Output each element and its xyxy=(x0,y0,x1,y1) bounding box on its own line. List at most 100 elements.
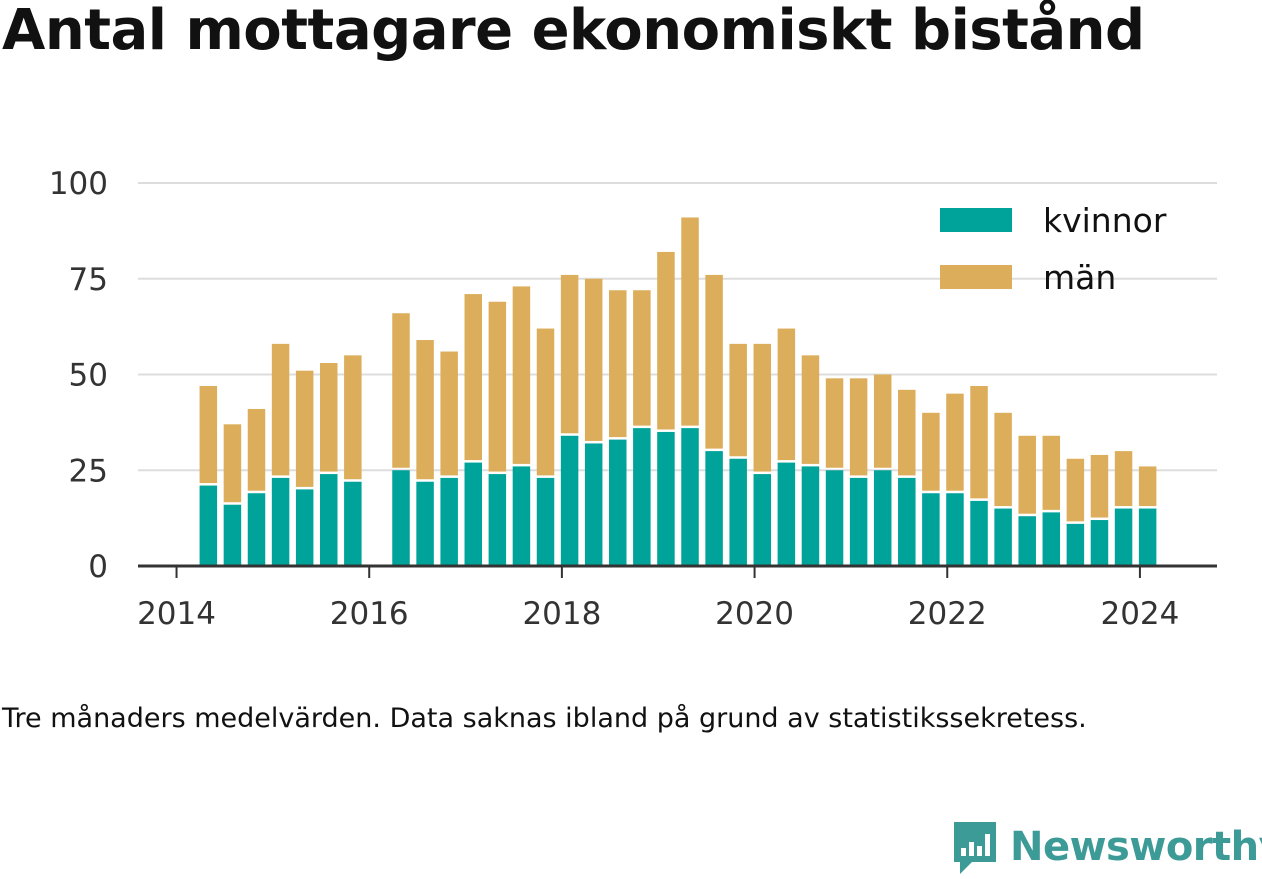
bars xyxy=(199,217,1157,566)
bar-kvinnor xyxy=(801,466,820,566)
bar-kvinnor xyxy=(512,466,531,566)
bar-kvinnor xyxy=(873,470,892,566)
bar-kvinnor xyxy=(1138,508,1157,566)
bar-man xyxy=(633,290,651,426)
x-tick-label: 2016 xyxy=(330,596,409,632)
bar-kvinnor xyxy=(584,443,603,566)
bar-man xyxy=(729,343,747,457)
bar-man xyxy=(1090,454,1109,518)
x-tick-label: 2024 xyxy=(1100,596,1179,632)
bar-man xyxy=(898,389,916,476)
bar-man xyxy=(440,351,458,476)
bar-kvinnor xyxy=(898,477,916,566)
bar-kvinnor xyxy=(392,470,410,566)
bar-man xyxy=(320,363,338,472)
y-tick-label: 0 xyxy=(88,549,108,585)
bar-man xyxy=(777,328,796,461)
bar-kvinnor xyxy=(536,477,555,566)
chart-title: Antal mottagare ekonomiskt bistånd xyxy=(2,0,1145,63)
bar-kvinnor xyxy=(946,493,964,566)
bar-kvinnor xyxy=(247,493,266,566)
bar-man xyxy=(946,393,964,491)
bar-kvinnor xyxy=(825,470,844,566)
brand-logo: Newsworthy xyxy=(950,818,1262,876)
bar-kvinnor xyxy=(729,458,747,566)
bar-man xyxy=(295,370,314,487)
bar-kvinnor xyxy=(344,481,362,566)
bar-man xyxy=(609,290,627,438)
bar-man xyxy=(392,313,410,468)
bar-kvinnor xyxy=(464,462,483,566)
bar-man xyxy=(849,378,868,476)
bar-kvinnor xyxy=(223,504,242,566)
bar-man xyxy=(1138,466,1157,507)
x-tick-label: 2020 xyxy=(715,596,794,632)
bar-kvinnor xyxy=(970,500,988,566)
gridlines xyxy=(138,182,1217,472)
bar-kvinnor xyxy=(922,493,940,566)
bar-kvinnor xyxy=(1066,523,1085,566)
bar-man xyxy=(970,385,988,499)
stacked-bar-chart: 0 25 50 75 100 2014 2016 2018 2020 2022 2024 kvinn… xyxy=(49,166,1217,632)
legend-label-man: män xyxy=(1043,258,1116,297)
brand-name: Newsworthy xyxy=(1010,824,1262,870)
bar-kvinnor xyxy=(199,485,218,566)
bar-man xyxy=(584,278,603,441)
bar-man xyxy=(199,385,218,484)
x-tick-label: 2022 xyxy=(908,596,987,632)
bar-kvinnor xyxy=(440,477,458,566)
y-tick-label: 75 xyxy=(69,262,108,298)
bar-kvinnor xyxy=(488,474,507,566)
bar-kvinnor xyxy=(1018,516,1036,566)
x-tick-label: 2014 xyxy=(137,596,216,632)
bar-kvinnor xyxy=(609,439,627,566)
chart-caption: Tre månaders medelvärden. Data saknas ib… xyxy=(2,703,1087,734)
x-tick-label: 2018 xyxy=(522,596,601,632)
bar-man xyxy=(223,424,242,503)
bar-kvinnor xyxy=(271,477,290,566)
bar-man xyxy=(825,378,844,468)
bar-kvinnor xyxy=(657,431,675,566)
y-tick-label: 100 xyxy=(49,166,108,202)
bar-man xyxy=(536,328,555,476)
bar-man xyxy=(873,374,892,468)
bar-kvinnor xyxy=(1042,512,1061,566)
bar-man xyxy=(560,274,579,434)
bar-man xyxy=(512,286,531,464)
bar-man xyxy=(1042,435,1061,510)
bar-kvinnor xyxy=(849,477,868,566)
bar-man xyxy=(1114,451,1133,507)
bar-chart-speech-bubble-icon xyxy=(954,822,996,874)
y-tick-label: 25 xyxy=(69,453,108,489)
bar-man xyxy=(1066,458,1085,522)
bar-kvinnor xyxy=(295,489,314,566)
bar-kvinnor xyxy=(320,474,338,566)
bar-kvinnor xyxy=(1090,520,1109,566)
y-tick-label: 50 xyxy=(69,358,108,394)
bar-kvinnor xyxy=(705,451,723,566)
bar-kvinnor xyxy=(753,474,772,566)
legend-swatch-kvinnor xyxy=(940,208,1012,232)
axes: 0 25 50 75 100 2014 2016 2018 2020 2022 2024 xyxy=(49,166,1217,632)
bar-man xyxy=(416,340,434,480)
bar-kvinnor xyxy=(777,462,796,566)
bar-man xyxy=(344,355,362,480)
bar-man xyxy=(488,301,507,472)
bar-man xyxy=(247,408,266,491)
legend-label-kvinnor: kvinnor xyxy=(1043,201,1167,240)
bar-man xyxy=(1018,435,1036,514)
bar-man xyxy=(994,412,1012,507)
bar-man xyxy=(801,355,820,464)
bar-man xyxy=(705,274,723,449)
bar-kvinnor xyxy=(681,428,699,566)
bar-kvinnor xyxy=(994,508,1012,566)
bar-kvinnor xyxy=(1114,508,1133,566)
bar-man xyxy=(753,343,772,472)
bar-kvinnor xyxy=(633,428,651,566)
legend: kvinnor män xyxy=(940,201,1167,297)
bar-kvinnor xyxy=(560,435,579,566)
bar-man xyxy=(657,251,675,430)
bar-kvinnor xyxy=(416,481,434,566)
bar-man xyxy=(681,217,699,426)
bar-man xyxy=(464,294,483,461)
